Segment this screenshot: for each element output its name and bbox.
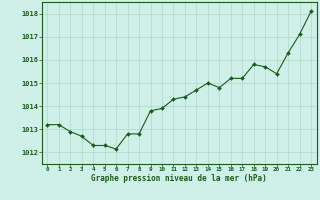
X-axis label: Graphe pression niveau de la mer (hPa): Graphe pression niveau de la mer (hPa) <box>91 174 267 183</box>
